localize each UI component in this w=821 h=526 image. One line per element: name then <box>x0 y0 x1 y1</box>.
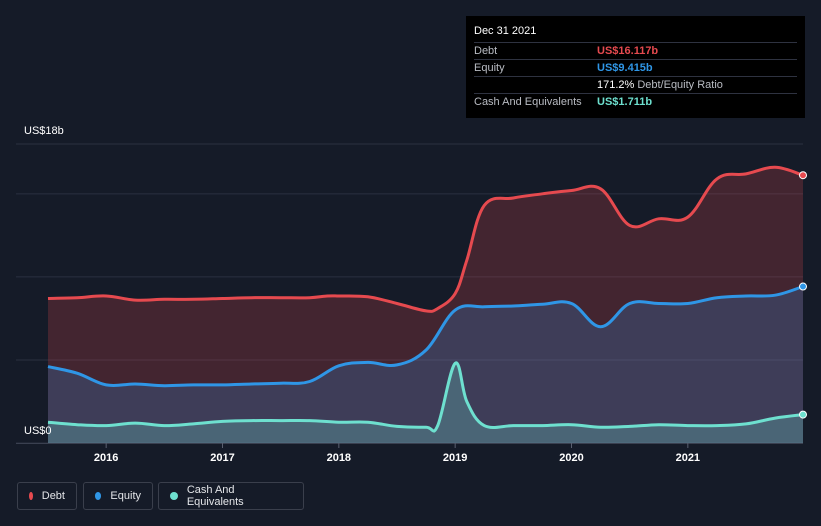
equity-area <box>48 286 803 443</box>
legend-item-cash[interactable]: Cash And Equivalents <box>158 482 304 510</box>
tooltip-debt-label: Debt <box>474 45 498 57</box>
x-axis-ticks: 2016 2017 2018 2019 2020 2021 <box>94 443 700 464</box>
x-tick-label-2018: 2018 <box>327 452 351 464</box>
series-lines <box>47 165 804 433</box>
tooltip-cash-label: Cash And Equivalents <box>474 96 582 108</box>
legend-item-equity[interactable]: Equity <box>83 482 153 510</box>
x-tick-label-2020: 2020 <box>559 452 583 464</box>
tooltip-row-equity: Equity US$9.415b <box>474 59 797 76</box>
cash-end-marker <box>799 410 807 419</box>
cash-line <box>47 361 804 433</box>
debt-dot-icon <box>29 492 33 500</box>
equity-line <box>47 285 804 388</box>
tooltip-equity-label: Equity <box>474 62 505 74</box>
debt-area <box>48 167 803 443</box>
equity-end-marker <box>799 282 807 291</box>
tooltip-date: Dec 31 2021 <box>474 25 537 37</box>
tooltip-row-debt: Debt US$16.117b <box>474 42 797 59</box>
y-axis-max-label: US$18b <box>24 125 64 137</box>
end-markers <box>799 171 807 419</box>
legend-item-debt[interactable]: Debt <box>17 482 77 510</box>
x-tick-label-2016: 2016 <box>94 452 118 464</box>
legend-debt-label: Debt <box>41 490 65 502</box>
tooltip-equity-value: US$9.415b <box>597 62 653 74</box>
x-tick-label-2017: 2017 <box>210 452 234 464</box>
legend-equity-label: Equity <box>110 490 141 502</box>
tooltip-debt-value: US$16.117b <box>597 45 659 57</box>
tooltip-cash-value: US$1.711b <box>597 96 653 108</box>
legend-cash-label: Cash And Equivalents <box>186 484 244 508</box>
tooltip-row-cash: Cash And Equivalents US$1.711b <box>474 93 797 110</box>
x-tick-label-2021: 2021 <box>676 452 700 464</box>
cash-area <box>48 362 803 443</box>
equity-dot-icon <box>95 492 102 500</box>
series-areas <box>48 167 803 443</box>
tooltip-panel: Dec 31 2021 Debt US$16.117b Equity US$9.… <box>466 16 805 118</box>
tooltip-ratio-value: 171.2% <box>597 79 635 91</box>
debt-end-marker <box>799 171 807 180</box>
y-axis-min-label: US$0 <box>24 425 52 437</box>
grid-lines <box>16 143 803 444</box>
x-tick-label-2019: 2019 <box>443 452 467 464</box>
cash-dot-icon <box>170 492 178 500</box>
tooltip-row-ratio: 171.2% Debt/Equity Ratio <box>474 76 797 93</box>
tooltip-ratio-label: Debt/Equity Ratio <box>637 79 723 91</box>
debt-line <box>47 165 804 313</box>
